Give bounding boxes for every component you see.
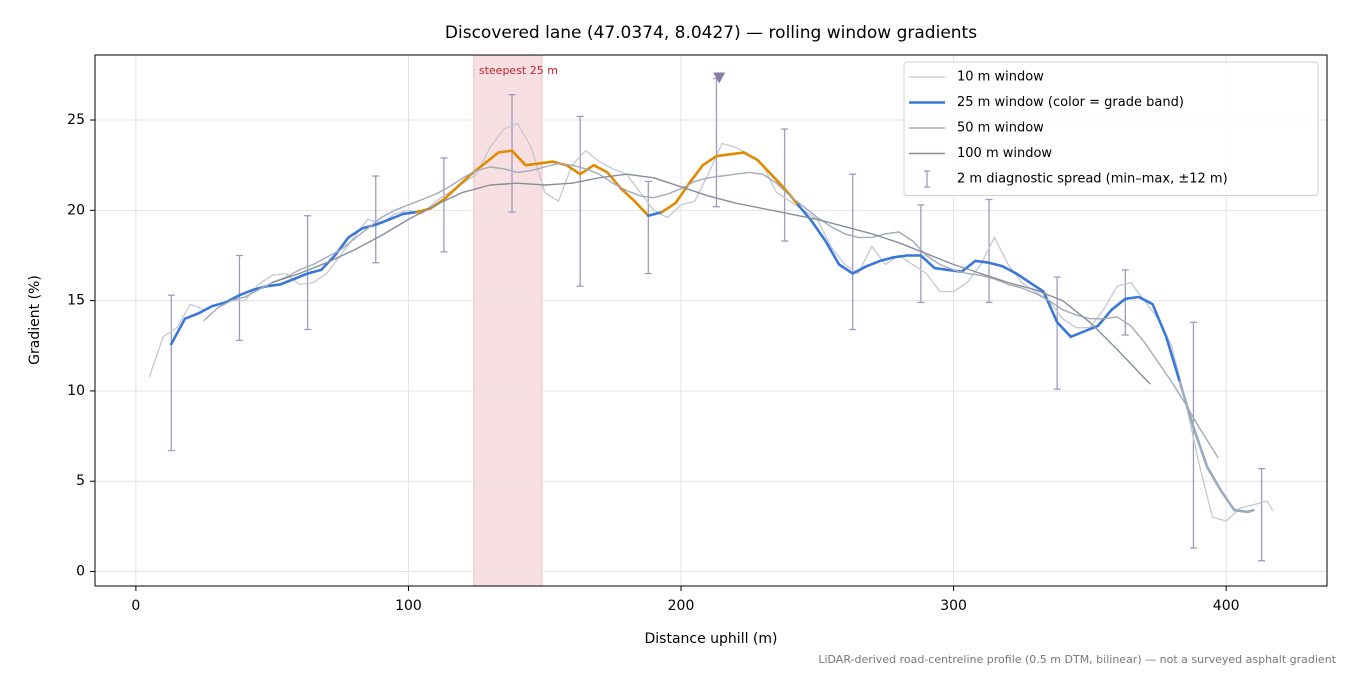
series-line xyxy=(203,162,1219,459)
legend-label: 100 m window xyxy=(957,146,1052,161)
y-tick-label: 10 xyxy=(67,383,85,399)
legend-label: 2 m diagnostic spread (min–max, ±12 m) xyxy=(957,172,1228,187)
highlight-span xyxy=(473,54,543,587)
series-line xyxy=(415,149,650,217)
series-line xyxy=(660,151,800,214)
y-tick-label: 5 xyxy=(76,473,85,489)
series-line xyxy=(271,173,1151,385)
legend-label: 10 m window xyxy=(957,70,1044,85)
span-label: steepest 25 m xyxy=(479,64,558,77)
series-line xyxy=(170,210,418,346)
series-line xyxy=(1178,380,1255,514)
series-line xyxy=(647,210,664,217)
series-line xyxy=(796,203,1182,384)
legend-label: 50 m window xyxy=(957,121,1044,136)
y-tick-label: 25 xyxy=(67,112,85,128)
x-tick-label: 0 xyxy=(131,598,140,614)
legend-box xyxy=(903,61,1319,196)
y-tick-label: 15 xyxy=(67,293,85,309)
footnote: LiDAR-derived road-centreline profile (0… xyxy=(818,653,1336,666)
plot-frame xyxy=(94,54,1328,587)
legend-label: 25 m window (color = grade band) xyxy=(957,95,1184,110)
x-tick-label: 200 xyxy=(668,598,695,614)
peak-marker xyxy=(713,72,726,84)
y-axis-label: Gradient (%) xyxy=(27,275,43,365)
x-tick-label: 400 xyxy=(1213,598,1240,614)
y-tick-label: 20 xyxy=(67,202,85,218)
x-axis-label: Distance uphill (m) xyxy=(645,631,778,647)
x-tick-label: 100 xyxy=(395,598,422,614)
x-tick-label: 300 xyxy=(940,598,967,614)
chart-title: Discovered lane (47.0374, 8.0427) — roll… xyxy=(445,23,977,43)
y-tick-label: 0 xyxy=(76,564,85,580)
